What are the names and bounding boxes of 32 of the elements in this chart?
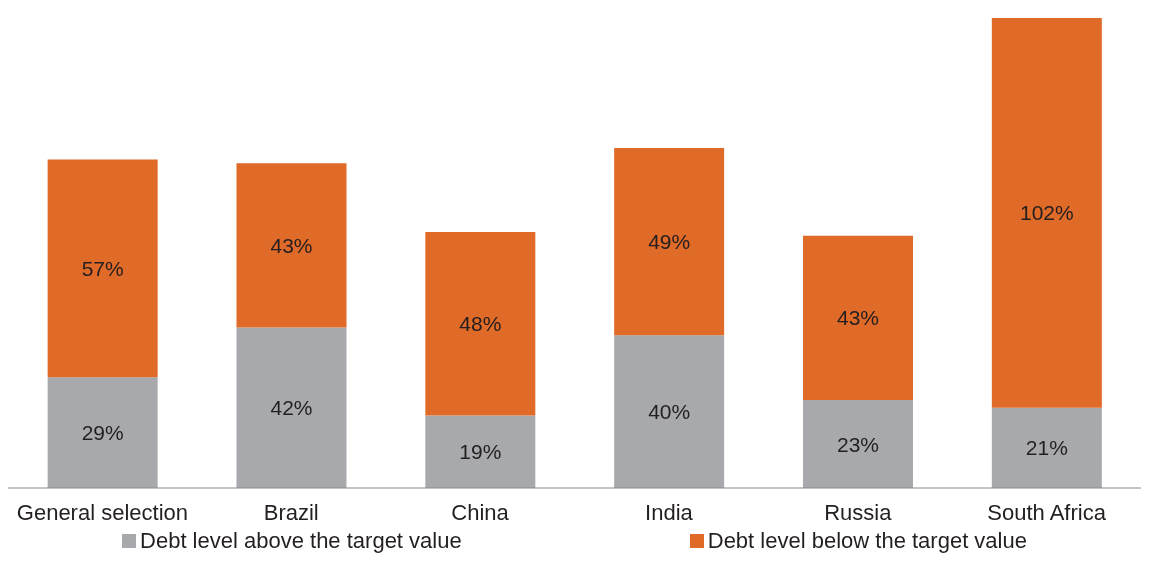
bar bbox=[236, 327, 347, 488]
data-label: 102% bbox=[1019, 201, 1074, 225]
data-label: 49% bbox=[648, 229, 691, 253]
bar bbox=[425, 231, 536, 416]
legend-label: Debt level below the target value bbox=[707, 528, 1027, 554]
data-label: 57% bbox=[81, 256, 124, 280]
data-label: 42% bbox=[270, 396, 313, 420]
data-label: 43% bbox=[836, 306, 879, 330]
bar bbox=[991, 18, 1102, 408]
legend-label: Debt level above the target value bbox=[140, 528, 462, 554]
data-label: 40% bbox=[648, 400, 691, 424]
bar bbox=[425, 415, 536, 488]
x-tick-label: Brazil bbox=[263, 499, 319, 525]
bar bbox=[802, 235, 913, 401]
bar bbox=[802, 400, 913, 488]
bar bbox=[47, 377, 158, 488]
x-tick-label: General selection bbox=[16, 499, 189, 525]
data-label: 21% bbox=[1025, 436, 1068, 460]
data-label: 48% bbox=[459, 312, 502, 336]
x-tick-label: India bbox=[645, 499, 694, 525]
bar bbox=[614, 335, 725, 488]
x-tick-label: China bbox=[451, 499, 510, 525]
data-label: 23% bbox=[836, 432, 879, 456]
data-label: 19% bbox=[459, 440, 502, 464]
bar bbox=[236, 163, 347, 328]
x-tick-label: South Africa bbox=[987, 499, 1107, 525]
bar bbox=[614, 147, 725, 336]
bar bbox=[47, 159, 158, 378]
bar bbox=[991, 407, 1102, 488]
data-label: 29% bbox=[81, 421, 124, 445]
data-label: 43% bbox=[270, 233, 313, 257]
x-tick-label: Russia bbox=[824, 499, 893, 525]
